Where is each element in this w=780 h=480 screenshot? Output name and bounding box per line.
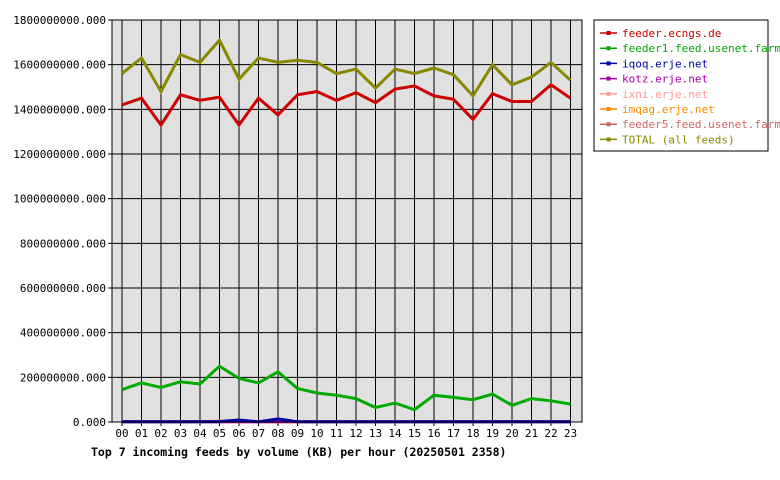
x-tick-label: 11 [330, 427, 343, 440]
plot-border [111, 19, 583, 423]
x-tick-label: 12 [349, 427, 362, 440]
y-tick-label: 600000000.000 [20, 282, 106, 295]
x-tick-label: 14 [388, 427, 402, 440]
y-tick-label: 1800000000.000 [13, 14, 106, 27]
x-tick-label: 19 [486, 427, 499, 440]
legend-marker [606, 61, 611, 66]
x-tick-label: 22 [544, 427, 557, 440]
legend: feeder.ecngs.de feeder1.feed.usenet.farm i… [593, 19, 780, 152]
y-tick-label: 1600000000.000 [13, 59, 106, 72]
y-tick-label: 400000000.000 [20, 327, 106, 340]
x-tick-label: 08 [271, 427, 284, 440]
series-line-0 [121, 82, 572, 128]
x-tick-label: 00 [115, 427, 128, 440]
legend-label: feeder.ecngs.de [622, 27, 721, 40]
legend-marker [606, 76, 611, 81]
legend-label: iqoq.erje.net [622, 57, 708, 70]
legend-label: kotz.erje.net [622, 73, 708, 86]
legend-marker [606, 107, 611, 111]
chart-title: Top 7 incoming feeds by volume (KB) per … [91, 445, 506, 459]
legend-label: imqag.erje.net [622, 103, 715, 116]
x-tick-label: 17 [447, 427, 460, 440]
series-line-7 [121, 37, 572, 99]
y-tick-label: 1400000000.000 [13, 103, 106, 116]
y-axis-tick-labels: 0.000 200000000.000 400000000.000 600000000… [13, 14, 106, 429]
legend-marker [606, 46, 611, 51]
x-tick-label: 20 [505, 427, 518, 440]
x-tick-label: 13 [369, 427, 382, 440]
x-tick-label: 23 [564, 427, 577, 440]
series-line-1 [121, 364, 571, 412]
x-tick-label: 05 [213, 427, 226, 440]
legend-label: feeder1.feed.usenet.farm [622, 42, 780, 55]
legend-marker [606, 137, 611, 142]
legend-label: TOTAL (all feeds) [622, 133, 735, 146]
x-tick-label: 03 [174, 427, 187, 440]
plot-area [112, 20, 582, 422]
x-tick-label: 09 [291, 427, 304, 440]
legend-marker [606, 91, 611, 96]
y-tick-label: 800000000.000 [20, 237, 106, 250]
x-tick-label: 21 [525, 427, 538, 440]
x-tick-label: 06 [232, 427, 245, 440]
x-tick-label: 04 [193, 427, 207, 440]
x-tick-label: 15 [408, 427, 421, 440]
x-tick-label: 01 [135, 427, 148, 440]
x-tick-label: 07 [252, 427, 265, 440]
x-tick-label: 18 [466, 427, 479, 440]
legend-label: feeder5.feed.usenet.farm [622, 118, 780, 131]
x-axis-tick-labels: 00 01 02 03 04 05 06 07 08 09 10 11 12 13 14 15 16 17 18 19… [115, 427, 577, 440]
x-tick-label: 02 [154, 427, 167, 440]
legend-marker [606, 122, 611, 127]
x-tick-label: 16 [427, 427, 440, 440]
y-tick-label: 1200000000.000 [13, 148, 106, 161]
legend-marker [606, 31, 611, 35]
y-tick-label: 0.000 [73, 416, 106, 429]
y-tick-label: 200000000.000 [20, 371, 106, 384]
x-tick-label: 10 [310, 427, 323, 440]
y-tick-label: 1000000000.000 [13, 193, 106, 206]
legend-box [593, 19, 769, 152]
legend-label: ixni.erje.net [622, 88, 708, 101]
